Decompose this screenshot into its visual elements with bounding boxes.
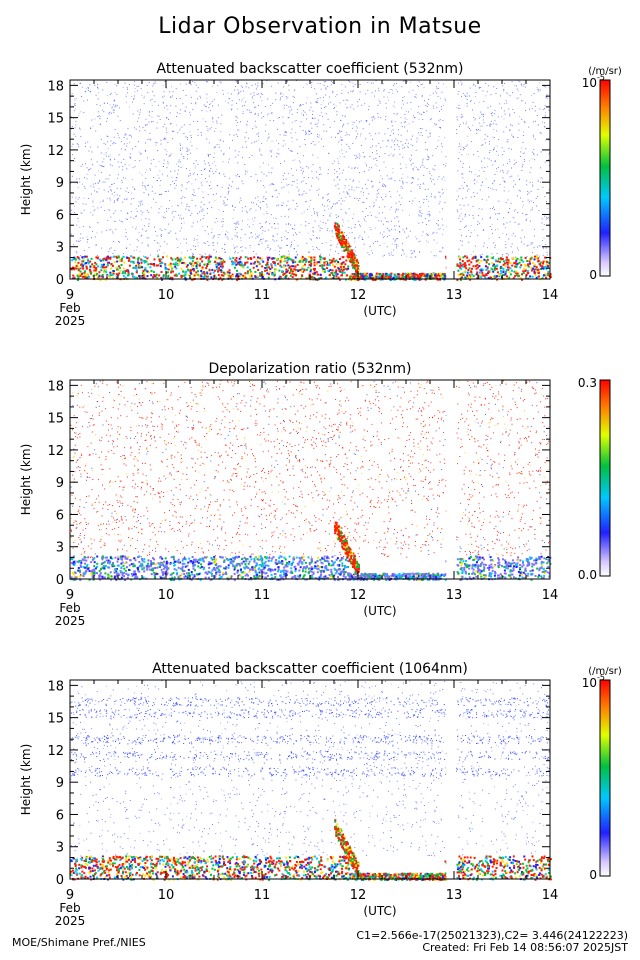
- x-tick-label: 9: [66, 588, 74, 603]
- x-month-label: Feb: [59, 601, 80, 615]
- cloud-feature: [334, 521, 360, 578]
- y-tick-label: 18: [47, 379, 64, 394]
- x-axis-label: (UTC): [363, 904, 396, 918]
- x-tick-label: 9: [66, 288, 74, 303]
- plot-area: [70, 680, 550, 879]
- colorbar-unit: (/m/sr): [588, 66, 622, 77]
- y-tick-label: 0: [56, 573, 64, 588]
- y-tick-label: 9: [56, 476, 64, 491]
- y-tick-label: 3: [56, 541, 64, 556]
- x-axis-label: (UTC): [363, 604, 396, 618]
- data-gap: [446, 80, 456, 279]
- y-tick-label: 9: [56, 776, 64, 791]
- colorbar-max-exponent: -5: [597, 73, 605, 82]
- x-tick-label: 13: [446, 288, 463, 303]
- x-month-label: Feb: [59, 901, 80, 915]
- x-tick-label: 12: [350, 888, 367, 903]
- chart-title: Attenuated backscatter coefficient (1064…: [152, 661, 468, 677]
- x-tick-label: 11: [254, 888, 271, 903]
- footer-credit: MOE/Shimane Pref./NIES: [12, 936, 146, 949]
- y-tick-label: 3: [56, 841, 64, 856]
- y-axis-label: Height (km): [19, 144, 33, 215]
- x-tick-label: 14: [542, 588, 559, 603]
- y-axis-label: Height (km): [19, 444, 33, 515]
- x-tick-label: 13: [446, 888, 463, 903]
- y-tick-label: 9: [56, 176, 64, 191]
- data-gap: [446, 380, 456, 579]
- x-tick-label: 9: [66, 888, 74, 903]
- y-tick-label: 6: [56, 508, 64, 523]
- colorbar-min-label: 0.0: [578, 568, 597, 582]
- x-tick-label: 14: [542, 288, 559, 303]
- plot-area: [70, 80, 550, 279]
- y-tick-label: 6: [56, 808, 64, 823]
- panel-1: Attenuated backscatter coefficient (532n…: [19, 61, 622, 328]
- y-tick-label: 18: [47, 679, 64, 694]
- x-tick-label: 10: [158, 588, 175, 603]
- y-tick-label: 15: [47, 712, 64, 727]
- page-title: Lidar Observation in Matsue: [158, 14, 482, 39]
- x-year-label: 2025: [55, 614, 86, 628]
- x-year-label: 2025: [55, 914, 86, 928]
- colorbar-max-label: 0.3: [578, 376, 597, 390]
- signal-texture: [70, 680, 551, 858]
- footer-created: Created: Fri Feb 14 08:56:07 2025JST: [422, 941, 628, 954]
- y-tick-label: 0: [56, 873, 64, 888]
- y-tick-label: 3: [56, 241, 64, 256]
- colorbar-max-label: 10: [582, 76, 597, 90]
- chart-title: Attenuated backscatter coefficient (532n…: [157, 61, 464, 77]
- chart-title: Depolarization ratio (532nm): [208, 361, 411, 377]
- cloud-feature: [334, 222, 360, 278]
- panel-2: Depolarization ratio (532nm) 0 3 6 9 12 15 18 He…: [19, 361, 611, 628]
- y-tick-label: 15: [47, 412, 64, 427]
- y-axis-label: Height (km): [19, 744, 33, 815]
- x-tick-label: 12: [350, 288, 367, 303]
- panel-3: Attenuated backscatter coefficient (1064…: [19, 661, 622, 928]
- colorbar: [599, 79, 611, 277]
- data-gap: [446, 680, 456, 879]
- x-tick-label: 12: [350, 588, 367, 603]
- signal-texture: [70, 380, 551, 558]
- boundary-layer: [70, 855, 552, 881]
- x-tick-label: 14: [542, 888, 559, 903]
- x-tick-label: 11: [254, 588, 271, 603]
- colorbar-max-label: 10: [582, 676, 597, 690]
- y-tick-label: 12: [47, 144, 64, 159]
- x-year-label: 2025: [55, 314, 86, 328]
- y-tick-label: 0: [56, 273, 64, 288]
- y-tick-label: 15: [47, 112, 64, 127]
- y-tick-label: 12: [47, 744, 64, 759]
- colorbar: [599, 679, 611, 877]
- colorbar-max-exponent: -5: [597, 673, 605, 682]
- plot-area: [70, 380, 550, 579]
- colorbar-min-label: 0: [589, 868, 597, 882]
- x-tick-label: 10: [158, 888, 175, 903]
- y-tick-label: 6: [56, 208, 64, 223]
- x-month-label: Feb: [59, 301, 80, 315]
- footer-calibration: C1=2.566e-17(25021323),C2= 3.446(2412222…: [356, 929, 628, 942]
- y-tick-label: 18: [47, 79, 64, 94]
- colorbar: [599, 379, 611, 577]
- boundary-layer: [70, 555, 552, 581]
- cloud-feature: [334, 819, 360, 879]
- x-tick-label: 13: [446, 588, 463, 603]
- colorbar-min-label: 0: [589, 268, 597, 282]
- colorbar-unit: (/m/sr): [588, 666, 622, 677]
- y-tick-label: 12: [47, 444, 64, 459]
- x-tick-label: 11: [254, 288, 271, 303]
- x-tick-label: 10: [158, 288, 175, 303]
- x-axis-label: (UTC): [363, 304, 396, 318]
